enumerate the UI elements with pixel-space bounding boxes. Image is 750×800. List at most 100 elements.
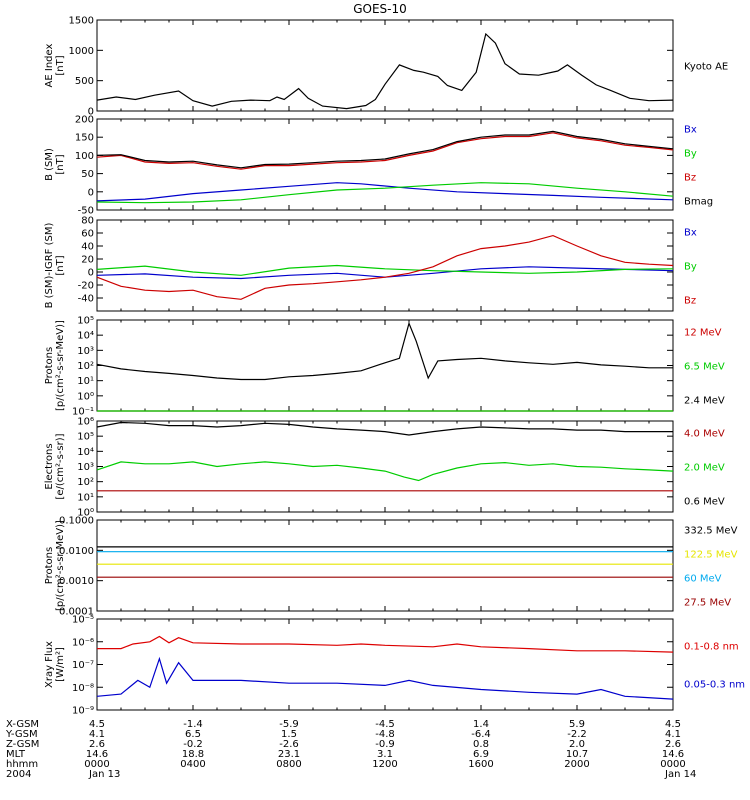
legend-entry: By [684, 149, 697, 160]
ephemeris-value: 2.6 [665, 739, 681, 750]
ephemeris-value: 0000 [84, 759, 109, 770]
ephemeris-value: 0400 [180, 759, 205, 770]
y-tick-label: 500 [75, 76, 94, 87]
series-line-bmag [96, 130, 674, 169]
legend-entry: 332.5 MeV [684, 526, 738, 537]
ephemeris-value: 1.5 [281, 729, 297, 740]
ephemeris-row-label: hhmm [6, 759, 38, 770]
y-tick-label: 1500 [69, 16, 94, 27]
y-tick-label: 50 [81, 169, 94, 180]
y-axis-label: [nT] [55, 55, 66, 75]
y-tick-label: 40 [81, 242, 94, 253]
ephemeris-value: 4.5 [665, 719, 681, 730]
legend-entry: By [684, 262, 697, 273]
panel-3: -40 -20 0 20 40 60 80 B (SM)-IGRF (SM) [nT] Bx By B… [44, 216, 697, 312]
ephemeris-value: 6.9 [473, 749, 489, 760]
chart-title: GOES-10 [353, 2, 407, 16]
y-axis-label: B (SM) [44, 148, 55, 181]
y-tick-label: 0.0100 [59, 546, 94, 557]
y-tick-label: 100 [75, 151, 94, 162]
y-tick-label: 10² [77, 361, 94, 372]
legend-entry: 60 MeV [684, 574, 722, 585]
series-line-by [96, 264, 674, 276]
ephemeris-value: 0000 [660, 759, 685, 770]
y-tick-label: 10⁻⁷ [72, 660, 94, 671]
y-tick-label: 0 [88, 107, 94, 118]
y-tick-label: 0.0010 [59, 576, 94, 587]
y-axis-label: Electrons [44, 443, 55, 489]
y-tick-label: 10⁻⁵ [72, 615, 94, 626]
series-line-bx [96, 182, 674, 202]
panel-4: 10⁻¹ 10⁰ 10¹ 10² 10³ 10⁴ 10⁵ Protons [p/(cm²-s-s… [44, 316, 725, 418]
ephemeris-value: -6.4 [471, 729, 491, 740]
ephemeris-value: -5.9 [279, 719, 299, 730]
ephemeris-value: 1200 [372, 759, 397, 770]
panel-7: 10⁻⁹ 10⁻⁸ 10⁻⁷ 10⁻⁶ 10⁻⁵ Xray Flux [W/m²] 0.1-0… [44, 615, 745, 717]
legend-entry: 2.0 MeV [684, 463, 725, 474]
y-tick-label: 10¹ [77, 492, 94, 503]
ephemeris-value: 1600 [468, 759, 493, 770]
panel-1: 0 500 1000 1500 AE Index [nT] Kyoto AE [44, 16, 728, 118]
legend-entry: 0.6 MeV [684, 497, 725, 508]
y-tick-label: 10⁰ [77, 508, 94, 519]
legend-entry: 0.05-0.3 nm [684, 680, 745, 691]
y-axis-label: [e/(cm²-s-sr)] [55, 433, 66, 499]
y-tick-label: -20 [78, 281, 94, 292]
ephemeris-value: 3.1 [377, 749, 393, 760]
y-tick-label: 0.1000 [59, 516, 94, 527]
ephemeris-value: 2.0 [569, 739, 585, 750]
panel-6: 0.0001 0.0010 0.0100 0.1000 Protons [p/(cm²-s… [44, 516, 738, 618]
y-tick-label: 10⁻⁸ [72, 683, 94, 694]
y-axis-label: [nT] [55, 255, 66, 275]
panel-2: -50 0 50 100 150 200 B (SM) [nT] Bx By Bz Bmag [44, 115, 713, 217]
ephemeris-value: -0.2 [183, 739, 203, 750]
y-axis-label: [p/(cm²-s-sr-MeV)] [55, 320, 66, 411]
ephemeris-table: X-GSM 4.5 -1.4 -5.9 -4.5 1.4 5.9 4.5 Y-GSM 4.1 6.5… [5, 719, 696, 780]
legend-entry: 27.5 MeV [684, 598, 731, 609]
ephemeris-value: 23.1 [278, 749, 300, 760]
ephemeris-value: 4.1 [89, 729, 105, 740]
ephemeris-row-label: Y-GSM [5, 729, 38, 740]
ephemeris-value: 1.4 [473, 719, 489, 730]
series-line-bz [96, 132, 674, 170]
y-tick-label: 10⁻⁶ [72, 637, 94, 648]
legend-entry: 122.5 MeV [684, 550, 738, 561]
y-tick-label: 10⁴ [77, 447, 94, 458]
ephemeris-value: 4.1 [665, 729, 681, 740]
series-line-0-6-mev [96, 421, 673, 436]
y-tick-label: 10⁶ [77, 417, 94, 428]
ephemeris-value: 2000 [564, 759, 589, 770]
y-tick-label: 10⁵ [77, 316, 94, 327]
y-tick-label: 150 [75, 133, 94, 144]
series-line-0-1-0-8-nm [97, 635, 674, 653]
y-axis-label: [p/(cm²-s-sr-MeV)] [55, 520, 66, 611]
legend-entry: Kyoto AE [684, 62, 728, 73]
y-tick-label: 20 [81, 255, 94, 266]
y-tick-label: 10⁴ [77, 331, 94, 342]
y-tick-label: -50 [78, 206, 94, 217]
ephemeris-value: 5.9 [569, 719, 585, 730]
ephemeris-value: -0.9 [375, 739, 395, 750]
ephemeris-value: -4.5 [375, 719, 395, 730]
series-line-2-0-mev [96, 461, 674, 482]
ephemeris-value: 4.5 [89, 719, 105, 730]
ephemeris-row-label: 2004 [6, 769, 31, 780]
legend-entry: Bz [684, 173, 696, 184]
ephemeris-value: 14.6 [86, 749, 108, 760]
ephemeris-value: 0800 [276, 759, 301, 770]
y-tick-label: 200 [75, 115, 94, 126]
legend-entry: 4.0 MeV [684, 429, 725, 440]
ephemeris-value: 10.7 [566, 749, 588, 760]
ephemeris-value: 18.8 [182, 749, 204, 760]
y-axis-label: AE Index [44, 43, 55, 87]
legend-entry: 12 MeV [684, 328, 722, 339]
ephemeris-row-label: X-GSM [6, 719, 39, 730]
y-tick-label: 10⁰ [77, 391, 94, 402]
y-tick-label: 10³ [77, 462, 94, 473]
series-line-by [96, 182, 674, 204]
series-line-kyoto-ae [96, 32, 674, 110]
ephemeris-value: -2.2 [567, 729, 587, 740]
